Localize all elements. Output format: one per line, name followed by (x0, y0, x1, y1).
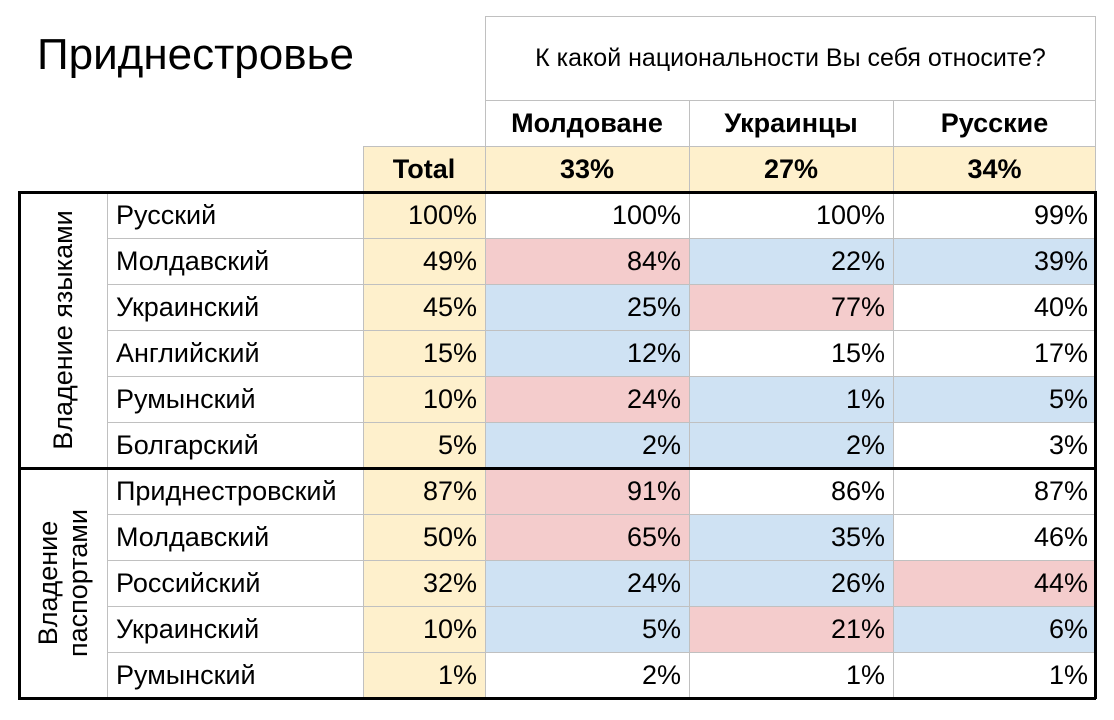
total-value: 5% (363, 422, 485, 468)
value-cell: 39% (893, 238, 1096, 284)
value-cell: 35% (689, 514, 893, 560)
value-cell: 65% (485, 514, 689, 560)
row-label: Приднестровский (116, 475, 337, 506)
grid-line (107, 422, 1096, 423)
value-cell: 87% (893, 468, 1096, 514)
row-label: Румынский (116, 659, 256, 690)
value-cell: 44% (893, 560, 1096, 606)
value-cell: 12% (485, 330, 689, 376)
value-cell: 100% (485, 192, 689, 238)
value-cell: 86% (689, 468, 893, 514)
column-header: Молдоване (511, 107, 663, 138)
grid-line (363, 146, 364, 698)
column-header: Русские (940, 107, 1049, 138)
value-cell: 22% (689, 238, 893, 284)
value-cell: 84% (485, 238, 689, 284)
value-cell: 2% (485, 652, 689, 698)
value-cell: 46% (893, 514, 1096, 560)
grid-line (107, 192, 108, 698)
value-cell: 21% (689, 606, 893, 652)
value-cell: 5% (893, 376, 1096, 422)
grid-line (107, 284, 1096, 285)
value-cell: 24% (485, 560, 689, 606)
total-value: 49% (363, 238, 485, 284)
section-divider (18, 467, 1096, 470)
row-label: Украинский (116, 291, 260, 322)
grid-line (107, 652, 1096, 653)
column-share: 34% (893, 146, 1096, 192)
row-label: Украинский (116, 613, 260, 644)
value-cell: 1% (893, 652, 1096, 698)
grid-line (107, 514, 1096, 515)
total-value: 10% (363, 376, 485, 422)
grid-line (107, 606, 1096, 607)
total-value: 15% (363, 330, 485, 376)
row-label: Румынский (116, 383, 256, 414)
table-border (18, 191, 1096, 194)
value-cell: 5% (485, 606, 689, 652)
value-cell: 24% (485, 376, 689, 422)
value-cell: 3% (893, 422, 1096, 468)
column-header: Украинцы (724, 107, 858, 138)
value-cell: 40% (893, 284, 1096, 330)
value-cell: 17% (893, 330, 1096, 376)
total-value: 10% (363, 606, 485, 652)
row-label: Российский (116, 567, 261, 598)
table-border (1094, 191, 1097, 699)
row-label: Английский (116, 337, 260, 368)
row-label: Молдавский (116, 521, 270, 552)
grid-line (485, 16, 486, 698)
grid-line (485, 100, 1096, 101)
total-value: 45% (363, 284, 485, 330)
grid-line (107, 560, 1096, 561)
value-cell: 99% (893, 192, 1096, 238)
total-header: Total (363, 146, 485, 192)
question-header: К какой национальности Вы себя относите? (535, 44, 1046, 72)
grid-line (107, 330, 1096, 331)
page-title: Приднестровье (37, 30, 354, 79)
value-cell: 91% (485, 468, 689, 514)
value-cell: 100% (689, 192, 893, 238)
value-cell: 77% (689, 284, 893, 330)
total-value: 50% (363, 514, 485, 560)
row-label: Болгарский (116, 429, 259, 460)
section-label: Владение паспортами (32, 509, 93, 657)
row-label: Молдавский (116, 245, 270, 276)
row-label: Русский (116, 199, 217, 230)
grid-line (689, 100, 690, 698)
value-cell: 1% (689, 652, 893, 698)
grid-line (107, 376, 1096, 377)
value-cell: 25% (485, 284, 689, 330)
total-value: 1% (363, 652, 485, 698)
value-cell: 2% (485, 422, 689, 468)
value-cell: 26% (689, 560, 893, 606)
column-share: 33% (485, 146, 689, 192)
total-value: 87% (363, 468, 485, 514)
grid-line (363, 146, 1096, 147)
value-cell: 2% (689, 422, 893, 468)
value-cell: 1% (689, 376, 893, 422)
value-cell: 15% (689, 330, 893, 376)
value-cell: 6% (893, 606, 1096, 652)
grid-line (107, 238, 1096, 239)
table-border (18, 191, 21, 699)
total-value: 100% (363, 192, 485, 238)
section-label: Владение языками (47, 210, 78, 450)
table-border (18, 697, 1096, 700)
grid-line (485, 16, 1096, 17)
grid-line (1095, 16, 1096, 192)
column-share: 27% (689, 146, 893, 192)
total-value: 32% (363, 560, 485, 606)
grid-line (893, 100, 894, 698)
